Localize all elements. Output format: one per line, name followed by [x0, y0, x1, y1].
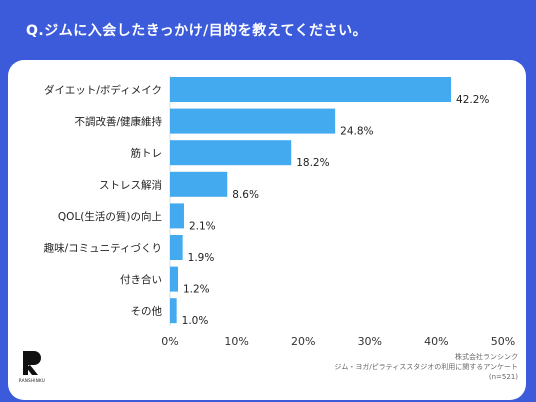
source-note: 株式会社ランシンク ジム・ヨガ/ピラティススタジオの利用に関するアンケート (n…	[334, 352, 518, 382]
bar-4	[170, 171, 228, 197]
category-label-6: 趣味/コミュニティづくり	[44, 242, 162, 255]
bar-7	[170, 266, 178, 292]
category-label-1: ダイエット/ボディメイク	[44, 84, 162, 97]
x-tick-label-20: 20%	[291, 335, 315, 348]
category-label-7: 付き合い	[120, 273, 162, 286]
bar-3	[170, 140, 292, 166]
source-survey: ジム・ヨガ/ピラティススタジオの利用に関するアンケート	[334, 363, 518, 371]
category-label-4: ストレス解消	[99, 178, 162, 191]
category-label-3: 筋トレ	[131, 147, 163, 160]
bar-2	[170, 108, 336, 134]
x-tick-label-10: 10%	[224, 335, 248, 348]
bar-6	[170, 235, 183, 260]
value-label-7: 1.2%	[183, 284, 210, 296]
x-tick-label-40: 40%	[424, 335, 448, 348]
value-label-6: 1.9%	[188, 252, 215, 264]
value-label-8: 1.0%	[182, 315, 209, 327]
chart-title: Q.ジムに入会したきっかけ/目的を教えてください。	[26, 23, 368, 39]
category-label-5: QOL(生活の質)の向上	[58, 210, 162, 223]
bar-5	[170, 203, 184, 229]
value-label-3: 18.2%	[296, 157, 329, 169]
x-tick-label-30: 30%	[358, 335, 382, 348]
value-label-2: 24.8%	[340, 126, 373, 138]
bar-1	[170, 77, 452, 102]
ranshinku-logo-icon	[23, 351, 41, 375]
value-label-5: 2.1%	[189, 220, 216, 232]
category-label-8: その他	[131, 305, 163, 318]
value-label-1: 42.2%	[456, 94, 489, 106]
x-tick-label-0: 0%	[161, 335, 178, 348]
source-company: 株式会社ランシンク	[455, 353, 518, 361]
category-label-2: 不調改善/健康維持	[74, 115, 162, 128]
logo-text: RANSHINKU	[18, 378, 46, 383]
value-label-4: 8.6%	[232, 189, 259, 201]
bar-8	[170, 298, 177, 324]
source-sample-size: (n=521)	[488, 373, 518, 381]
x-tick-label-50: 50%	[491, 335, 515, 348]
